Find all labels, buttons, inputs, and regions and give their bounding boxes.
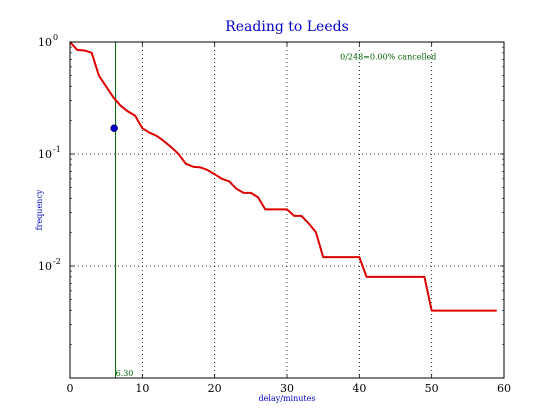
x-tick-label: 50 bbox=[425, 382, 439, 395]
mean-delay-label: 6.30 bbox=[116, 369, 134, 378]
marker-point bbox=[110, 124, 118, 132]
y-tick-label: 10 bbox=[38, 260, 52, 273]
x-tick-label: 60 bbox=[497, 382, 511, 395]
x-tick-label: 0 bbox=[67, 382, 74, 395]
x-tick-label: 20 bbox=[208, 382, 222, 395]
y-tick-label: 10 bbox=[38, 36, 52, 49]
y-tick-exponent: -2 bbox=[53, 257, 61, 266]
series-layer bbox=[69, 41, 497, 312]
x-tick-label: 30 bbox=[280, 382, 294, 395]
chart-title: Reading to Leeds bbox=[225, 19, 349, 35]
x-axis-label: delay/minutes bbox=[259, 394, 316, 403]
y-axis-label: frequency bbox=[35, 189, 44, 230]
x-tick-labels: 0 10 20 30 40 50 60 bbox=[67, 382, 512, 395]
marker-layer bbox=[110, 124, 118, 132]
delay-frequency-line bbox=[69, 41, 497, 312]
y-tick-label: 10 bbox=[38, 148, 52, 161]
y-tick-exponent: 0 bbox=[53, 33, 58, 42]
x-tick-label: 10 bbox=[135, 382, 149, 395]
y-tick-exponent: -1 bbox=[53, 145, 61, 154]
cancelled-annotation: 0/248=0.00% cancelled bbox=[340, 52, 436, 61]
tick-marks bbox=[69, 41, 505, 378]
x-tick-label: 40 bbox=[352, 382, 366, 395]
